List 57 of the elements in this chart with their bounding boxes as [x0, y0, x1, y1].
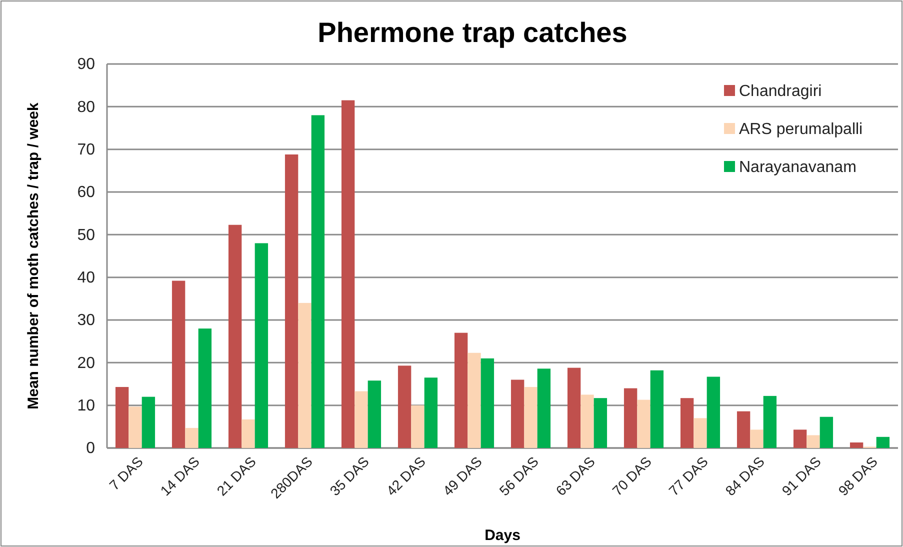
bar	[820, 416, 834, 448]
y-axis-title: Mean number of moth catches / trap / week	[25, 102, 42, 410]
bar	[806, 435, 820, 448]
bar	[510, 380, 524, 448]
bar	[750, 430, 764, 448]
legend-label: ARS perumalpalli	[739, 121, 863, 138]
bar	[185, 428, 198, 448]
bar	[172, 280, 186, 448]
bar	[480, 358, 494, 448]
bar	[624, 388, 638, 448]
y-tick-label: 70	[77, 141, 96, 158]
bar	[142, 396, 156, 448]
x-axis-title: Days	[484, 527, 520, 544]
y-tick-label: 10	[77, 397, 96, 414]
bar	[706, 376, 720, 448]
bar	[228, 224, 242, 448]
bar	[368, 380, 382, 448]
bar	[311, 115, 325, 448]
bar	[254, 243, 268, 448]
bar	[680, 398, 694, 448]
bar	[284, 154, 298, 448]
bar	[524, 386, 538, 448]
bar	[198, 328, 212, 448]
bar	[411, 405, 424, 448]
bar	[580, 394, 594, 448]
y-tick-label: 50	[77, 226, 96, 244]
bar	[763, 396, 777, 448]
bar	[637, 400, 650, 448]
y-tick-label: 20	[77, 354, 96, 372]
bar	[736, 411, 750, 448]
y-tick-label: 80	[77, 98, 96, 116]
bar	[424, 378, 438, 448]
legend-label: Chandragiri	[739, 83, 822, 100]
y-tick-label: 30	[77, 312, 96, 330]
bar	[354, 391, 368, 448]
bar	[537, 368, 551, 448]
y-tick-label: 0	[86, 440, 96, 458]
bar	[468, 352, 481, 448]
y-tick-label: 60	[77, 184, 96, 202]
bar	[242, 419, 255, 448]
bar	[567, 368, 581, 448]
bar	[694, 418, 707, 448]
bar	[594, 398, 608, 448]
bar	[398, 366, 412, 448]
bar	[128, 406, 142, 448]
bar	[454, 332, 468, 448]
bar	[115, 386, 129, 448]
y-tick-label: 90	[77, 56, 96, 74]
bar	[876, 436, 890, 448]
legend-label: Narayanavanam	[739, 159, 856, 176]
chart-title: Phermone trap catches	[318, 17, 628, 48]
bar	[298, 302, 312, 448]
bar	[793, 430, 807, 448]
bar	[341, 100, 355, 448]
bar	[850, 442, 864, 448]
bar	[650, 370, 664, 448]
y-tick-label: 40	[77, 269, 96, 286]
